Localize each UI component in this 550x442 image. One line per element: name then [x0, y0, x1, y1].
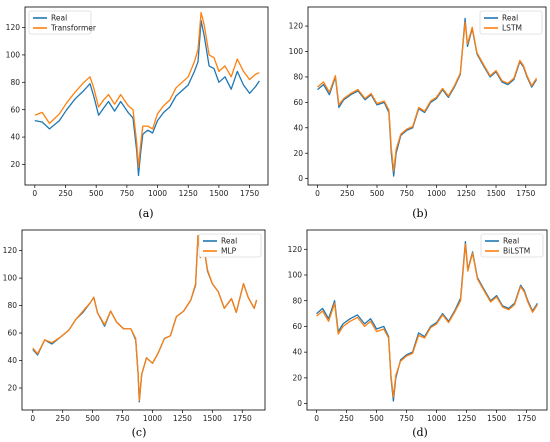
y-tick-label: 100: [6, 51, 21, 60]
series-line-mlp: [32, 234, 258, 402]
x-tick-label: 750: [115, 414, 130, 423]
panel-b: 0 250 500 750 1000 1250 1500 1750 0 20 40 60 80 100 12…: [289, 6, 547, 220]
x-tick-label: 1500: [209, 189, 228, 198]
panel-d: 0 250 500 750 1000 1250 1500 1750 0 20 40 60 80 100 12…: [288, 229, 548, 439]
x-tick-label: 250: [340, 189, 355, 198]
y-tick-label: 40: [293, 123, 303, 132]
panel-caption: (b): [412, 207, 428, 220]
legend-label: BiLSTM: [503, 247, 530, 256]
x-tick-label: 750: [120, 189, 135, 198]
y-tick-label: 20: [292, 373, 302, 382]
x-tick-label: 0: [32, 189, 37, 198]
legend-label: MLP: [221, 247, 237, 256]
x-tick-label: 500: [369, 414, 384, 423]
plot-frame: [307, 6, 547, 186]
x-tick-label: 1250: [457, 189, 476, 198]
legend-label: Real: [221, 237, 237, 246]
y-tick-label: 100: [289, 47, 304, 56]
y-tick-label: 0: [297, 399, 302, 408]
x-tick-label: 0: [315, 189, 320, 198]
plot-frame: [306, 229, 548, 411]
y-tick-label: 40: [7, 356, 17, 365]
y-tick-label: 40: [292, 348, 302, 357]
y-tick-label: 20: [7, 384, 17, 393]
x-tick-label: 1500: [486, 189, 505, 198]
y-tick-label: 80: [292, 296, 302, 305]
x-tick-label: 500: [89, 189, 104, 198]
series-lines: [317, 17, 538, 177]
x-tick-label: 1250: [179, 189, 198, 198]
x-tick-label: 250: [339, 414, 354, 423]
y-tick-label: 60: [293, 98, 303, 107]
x-tick-label: 1500: [203, 414, 222, 423]
y-tick-label: 60: [10, 105, 20, 114]
series-line-real: [34, 20, 260, 177]
x-tick-label: 0: [314, 414, 319, 423]
x-tick-label: 500: [370, 189, 385, 198]
legend-label: LSTM: [502, 24, 522, 33]
y-tick-label: 40: [10, 133, 20, 142]
x-tick-label: 750: [399, 414, 414, 423]
legend-label: Transformer: [50, 24, 97, 33]
legend-label: Real: [503, 237, 519, 246]
y-tick-label: 120: [3, 246, 18, 255]
panel-caption: (d): [412, 426, 428, 439]
x-tick-label: 1750: [240, 189, 259, 198]
x-tick-label: 500: [85, 414, 100, 423]
panel-a: 0 250 500 750 1000 1250 1500 1750 20 40 60 80 100 120…: [6, 6, 269, 220]
y-tick-label: 100: [3, 274, 18, 283]
x-tick-label: 1000: [427, 189, 446, 198]
legend-label: Real: [51, 14, 67, 23]
plot-frame: [21, 229, 266, 411]
y-tick-label: 120: [6, 23, 21, 32]
y-tick-label: 20: [293, 149, 303, 158]
series-lines: [316, 240, 538, 402]
x-tick-label: 250: [58, 189, 73, 198]
axis-ticks: 0 250 500 750 1000 1250 1500 1750 0 20 40 60 80 100 12…: [288, 245, 537, 423]
y-tick-label: 20: [10, 160, 20, 169]
x-tick-label: 1500: [487, 414, 506, 423]
y-tick-label: 120: [288, 245, 303, 254]
x-tick-label: 1750: [233, 414, 252, 423]
plot-frame: [24, 6, 269, 186]
series-line-transformer: [34, 11, 260, 168]
axis-ticks: 0 250 500 750 1000 1250 1500 1750 0 20 40 60 80 100 12…: [289, 22, 536, 198]
series-lines: [32, 234, 258, 403]
x-tick-label: 1000: [148, 189, 167, 198]
y-tick-label: 60: [292, 322, 302, 331]
y-tick-label: 60: [7, 329, 17, 338]
panel-caption: (c): [132, 426, 147, 439]
x-tick-label: 250: [56, 414, 71, 423]
series-line-lstm: [317, 21, 538, 172]
x-tick-label: 0: [30, 414, 35, 423]
x-tick-label: 1000: [143, 414, 162, 423]
x-tick-label: 1250: [173, 414, 192, 423]
series-lines: [34, 11, 260, 177]
axis-ticks: 0 250 500 750 1000 1250 1500 1750 20 40 60 80 100 120: [6, 23, 260, 198]
y-tick-label: 120: [289, 22, 304, 31]
series-line-real: [316, 240, 538, 402]
y-tick-label: 0: [298, 174, 303, 183]
legend-label: Real: [502, 14, 518, 23]
axis-ticks: 0 250 500 750 1000 1250 1500 1750 20 40 60 80 100 120: [3, 246, 252, 423]
y-tick-label: 80: [7, 301, 17, 310]
series-line-bilstm: [316, 243, 538, 398]
x-tick-label: 750: [400, 189, 415, 198]
y-tick-label: 80: [10, 78, 20, 87]
y-tick-label: 80: [293, 73, 303, 82]
y-tick-label: 100: [288, 271, 303, 280]
x-tick-label: 1250: [457, 414, 476, 423]
x-tick-label: 1750: [516, 189, 535, 198]
panel-caption: (a): [138, 207, 153, 220]
x-tick-label: 1750: [517, 414, 536, 423]
panel-c: 0 250 500 750 1000 1250 1500 1750 20 40 60 80 100 120…: [3, 229, 266, 439]
x-tick-label: 1000: [427, 414, 446, 423]
